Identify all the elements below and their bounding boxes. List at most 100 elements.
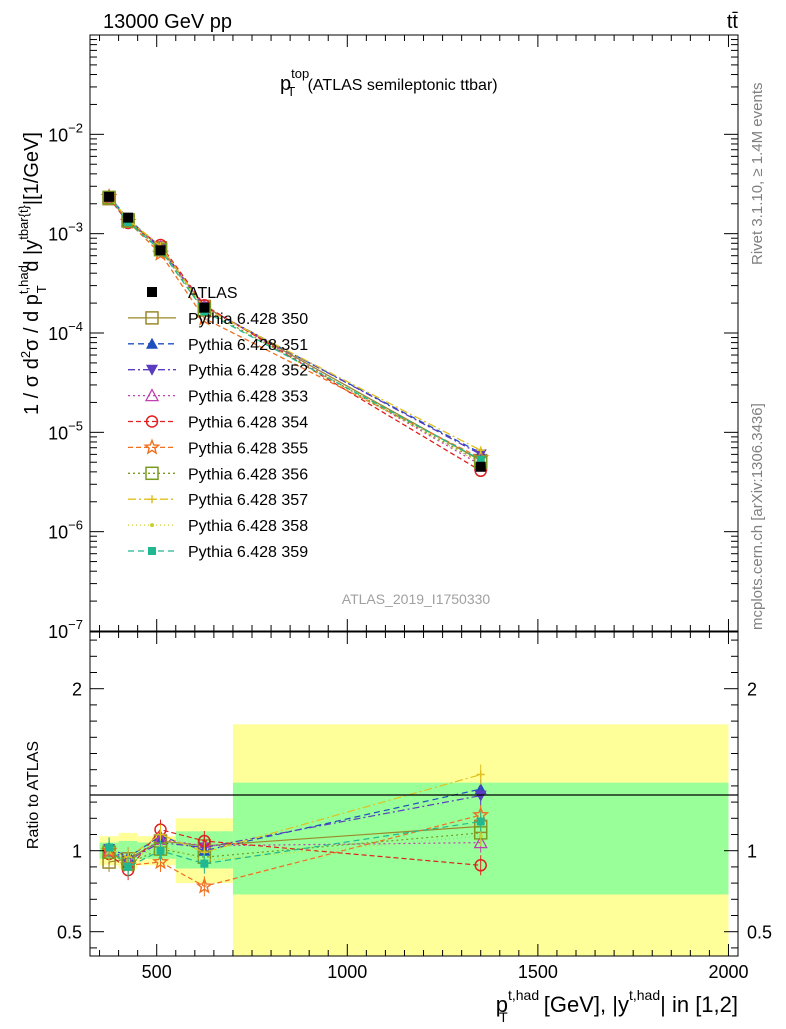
legend-label: Pythia 6.428 359	[188, 544, 308, 561]
legend-marker	[146, 337, 158, 349]
legend-label: Pythia 6.428 355	[188, 440, 308, 457]
ratio-series-point	[156, 846, 165, 855]
legend-entry: Pythia 6.428 354	[128, 415, 308, 432]
main-ylabel-sup2: 2	[18, 351, 33, 358]
main-panel: 10−210−310−410−510−610−7 ptop T (ATLAS se…	[16, 34, 739, 642]
legend-entry: Pythia 6.428 350	[128, 311, 308, 328]
legend-marker	[145, 415, 159, 428]
legend-label: Pythia 6.428 357	[188, 492, 308, 509]
ratio-series-point	[152, 853, 170, 870]
ratio-series-point	[124, 862, 133, 871]
legend-marker	[143, 438, 161, 455]
mcplots-note: mcplots.cern.ch [arXiv:1306.3436]	[749, 403, 766, 630]
main-ylabel-sup-tbar: tbar{t}	[16, 204, 31, 239]
ratio-x-tick-label: 500	[142, 962, 172, 982]
legend-marker	[150, 523, 154, 528]
ratio-xlabel: pt,had T [GeV], |yt,had| in [1,2]	[496, 987, 738, 1024]
legend-marker	[145, 466, 159, 481]
ratio-x-tick-label: 1500	[518, 962, 558, 982]
legend-label: Pythia 6.428 356	[188, 466, 308, 483]
tick-mantissa: 10	[48, 125, 68, 145]
legend-entry: Pythia 6.428 358	[128, 518, 308, 535]
tick-mantissa: 10	[48, 622, 68, 642]
ratio-series-line	[108, 795, 481, 862]
legend-entry: Pythia 6.428 353	[128, 388, 308, 406]
legend-label: Pythia 6.428 351	[188, 337, 308, 354]
process-label: tt̄	[727, 11, 739, 33]
title-sup: top	[291, 66, 309, 81]
title-rest: (ATLAS semileptonic ttbar)	[303, 77, 497, 94]
main-ylabel-sup-thad: t,had	[16, 265, 31, 294]
ratio-frame	[89, 631, 739, 957]
ratio-uncertainty-bands	[99, 724, 729, 956]
ratio-series-layer	[100, 764, 490, 897]
legend-label: Pythia 6.428 353	[188, 389, 308, 406]
ratio-axis-ticks: 0.5 0.5 1 1 2 2 500 1000 1500 2000	[57, 632, 772, 982]
xlabel-sup2: t,had	[629, 987, 660, 1003]
energy-label: 13000 GeV pp	[103, 11, 232, 33]
main-ylabel-unit: |[1/GeV]	[21, 132, 43, 205]
tick-mantissa: 10	[48, 423, 68, 443]
legend-entry: Pythia 6.428 356	[128, 466, 308, 483]
ratio-x-tick-label: 1000	[327, 962, 367, 982]
legend-label: Pythia 6.428 358	[188, 518, 308, 535]
legend-entry: Pythia 6.428 359	[128, 544, 308, 561]
tick-exponent: −7	[68, 617, 83, 632]
main-series-layer	[100, 187, 490, 478]
atlas-data-point	[199, 302, 210, 313]
main-frame	[89, 34, 739, 632]
legend-entry: Pythia 6.428 357	[128, 492, 308, 509]
xlabel-sub: T	[499, 1009, 508, 1024]
legend-marker	[148, 547, 156, 555]
main-ylabel-d: d |y	[21, 240, 43, 277]
legend-entry: Pythia 6.428 351	[128, 337, 308, 354]
legend-entry: Pythia 6.428 352	[128, 363, 308, 380]
legend-marker	[148, 495, 156, 504]
tick-mantissa: 10	[48, 324, 68, 344]
xlabel-rest1: [GeV], |y	[538, 992, 629, 1017]
main-y-tick-label: 10−4	[48, 319, 83, 344]
main-series-point	[102, 190, 116, 205]
atlas-data-point	[104, 191, 115, 202]
tick-exponent: −2	[68, 120, 83, 135]
ratio-panel: 0.5 0.5 1 1 2 2 500 1000 1500 2000 Ratio to ATLAS…	[25, 631, 772, 1025]
main-y-tick-label: 10−2	[48, 120, 83, 145]
legend-label: Pythia 6.428 350	[188, 311, 308, 328]
rivet-note: Rivet 3.1.10, ≥ 1.4M events	[749, 83, 766, 266]
main-y-tick-label: 10−7	[48, 617, 83, 642]
main-series-point	[474, 449, 487, 461]
tick-mantissa: 10	[48, 225, 68, 245]
ratio-ylabel: Ratio to ATLAS	[25, 741, 42, 849]
legend-marker	[144, 388, 160, 402]
legend-atlas-marker	[147, 287, 157, 297]
main-y-tick-label: 10−6	[48, 518, 83, 543]
xlabel-rest2: | in [1,2]	[660, 992, 738, 1017]
analysis-label: ATLAS_2019_I1750330	[342, 591, 491, 607]
main-y-tick-label: 10−5	[48, 418, 83, 443]
ratio-series-5	[100, 805, 490, 897]
ratio-series-point	[474, 859, 487, 872]
tick-exponent: −5	[68, 418, 83, 433]
tick-exponent: −6	[68, 518, 83, 533]
xlabel-sup: t,had	[508, 987, 539, 1003]
legend-label: Pythia 6.428 354	[188, 415, 308, 432]
ratio-y-tick-label-right: 2	[747, 680, 757, 700]
ratio-y-tick-label-right: 1	[747, 842, 757, 862]
title-sub: T	[287, 84, 295, 99]
chart-title: ptop T (ATLAS semileptonic ttbar)	[280, 66, 498, 99]
ratio-series-point	[200, 859, 209, 868]
legend-atlas-label: ATLAS	[188, 285, 238, 302]
main-ylabel-sigma: σ / d p	[21, 294, 43, 351]
ratio-series-9	[105, 811, 485, 877]
main-ylabel: 1 / σ d2σ / d pt,had T d |ytbar{t}|[1/GeV…	[16, 132, 49, 415]
legend-marker	[146, 364, 158, 376]
ratio-y-tick-label-left: 2	[72, 680, 82, 700]
legend-entry: Pythia 6.428 355	[128, 438, 308, 457]
title-p: p	[280, 73, 291, 95]
tick-exponent: −3	[68, 220, 83, 235]
main-axis-ticks: 10−210−310−410−510−610−7	[48, 34, 738, 642]
ratio-series-point	[474, 790, 487, 802]
ratio-series-point	[105, 843, 114, 852]
